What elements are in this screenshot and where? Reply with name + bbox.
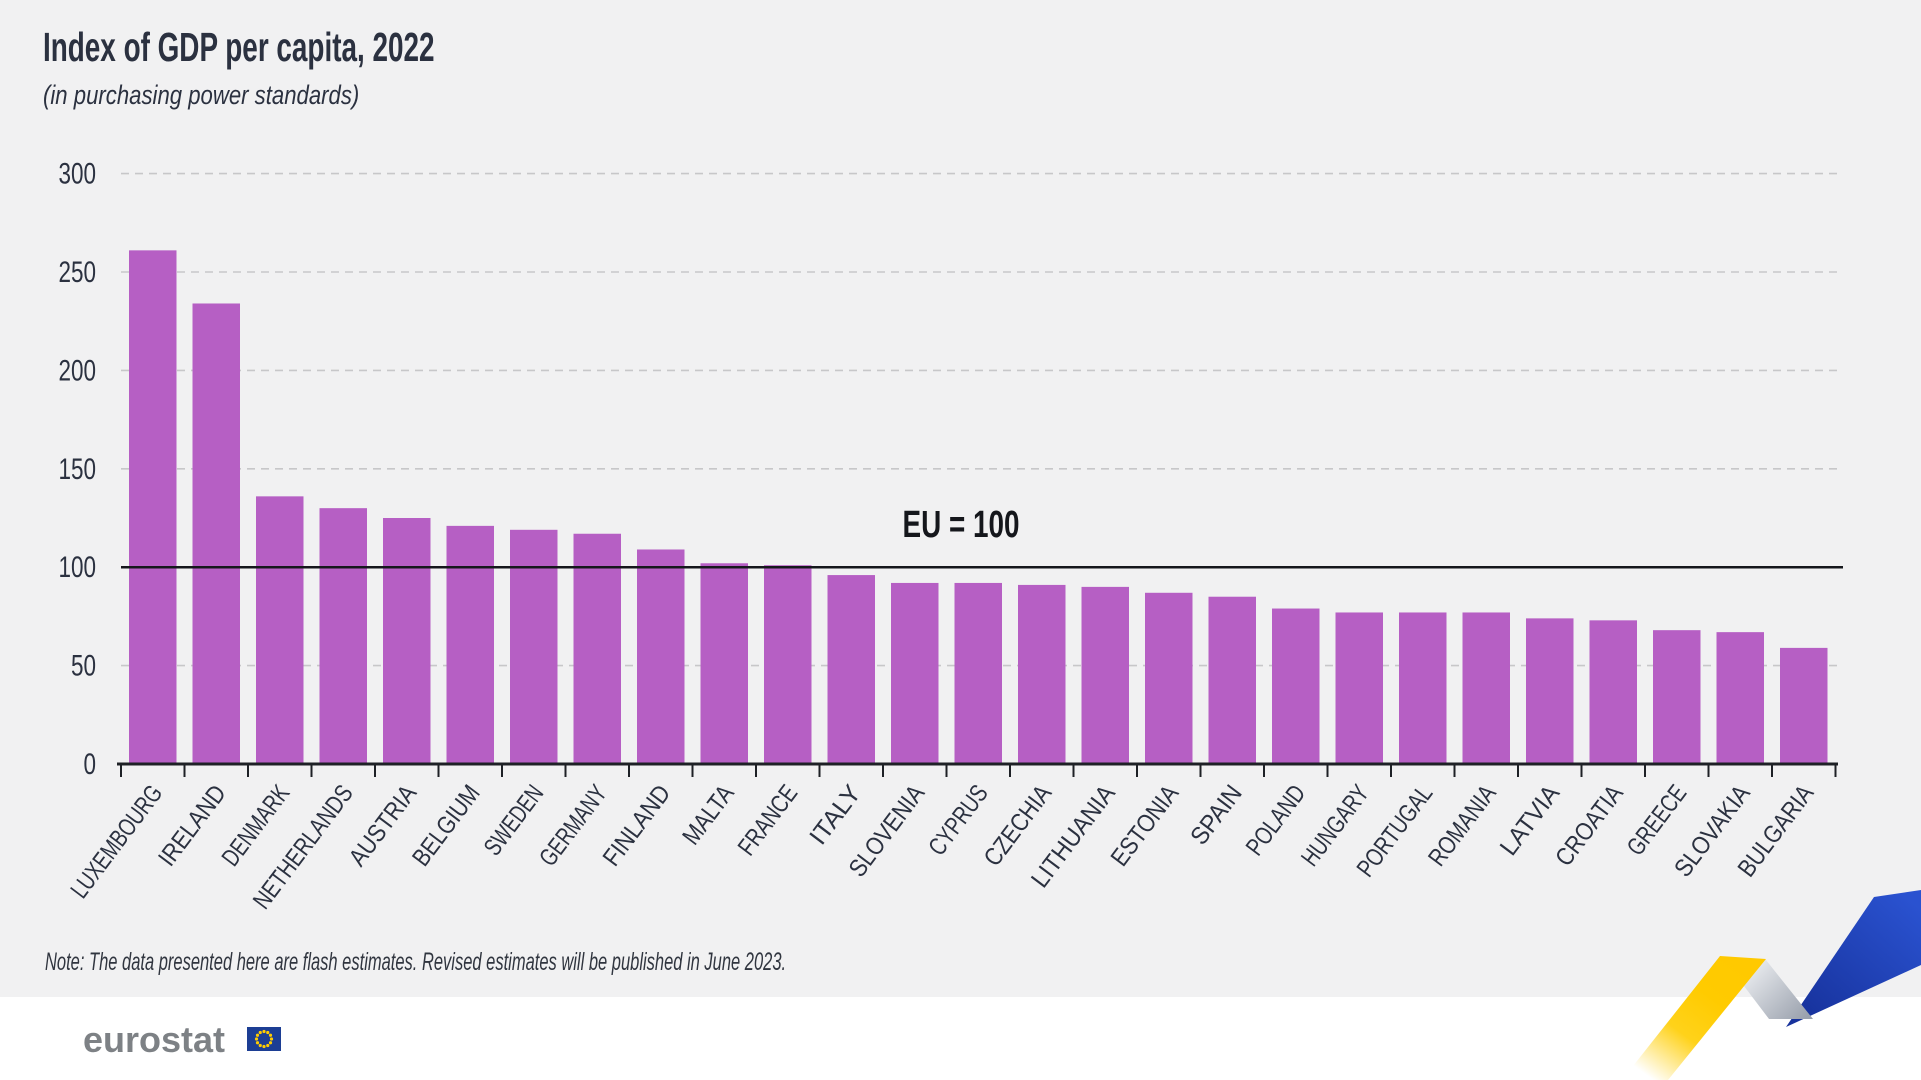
- bar-germany: [573, 533, 621, 764]
- country-label-romania: ROMANIA: [1423, 780, 1502, 872]
- bar-austria: [383, 518, 431, 764]
- bar-estonia: [1145, 592, 1193, 764]
- flag-star: [255, 1041, 260, 1045]
- country-labels: LUXEMBOURGIRELANDDENMARKNETHERLANDSAUSTR…: [65, 780, 1819, 915]
- footnote: Note: The data presented here are flash …: [45, 948, 787, 976]
- bar-romania: [1462, 612, 1510, 764]
- bar-belgium: [446, 525, 494, 764]
- page-subtitle: (in purchasing power standards): [43, 80, 360, 110]
- bar-greece: [1653, 630, 1701, 764]
- flag-star: [262, 1029, 266, 1034]
- bar-bulgaria: [1780, 647, 1828, 764]
- bar-ireland: [192, 303, 240, 764]
- eu-flag-icon: [247, 1027, 281, 1051]
- bars: [129, 250, 1828, 765]
- ribbon-decoration: [1622, 890, 1921, 1080]
- y-tick-label-50: 50: [71, 650, 96, 683]
- country-label-belgium: BELGIUM: [407, 780, 486, 872]
- flag-star: [254, 1037, 259, 1041]
- bar-slovenia: [891, 582, 939, 764]
- flag-star: [266, 1043, 270, 1048]
- country-label-malta: MALTA: [677, 780, 740, 851]
- country-label-france: FRANCE: [733, 780, 804, 861]
- bar-lithuania: [1081, 586, 1129, 764]
- bar-cyprus: [954, 582, 1002, 764]
- bar-poland: [1272, 608, 1320, 764]
- country-label-estonia: ESTONIA: [1105, 780, 1184, 872]
- eu-reference-label: EU = 100: [903, 504, 1020, 546]
- bar-czechia: [1018, 584, 1066, 764]
- country-label-spain: SPAIN: [1185, 780, 1248, 850]
- bar-croatia: [1589, 620, 1637, 764]
- bar-malta: [700, 563, 748, 764]
- bar-latvia: [1526, 618, 1574, 764]
- y-tick-labels: 0 50 100 150 200 250 300: [59, 158, 97, 781]
- bar-slovakia: [1716, 632, 1764, 764]
- bar-denmark: [256, 496, 304, 764]
- bar-portugal: [1399, 612, 1447, 764]
- country-label-croatia: CROATIA: [1550, 780, 1629, 872]
- page-title: Index of GDP per capita, 2022: [43, 24, 435, 70]
- y-tick-label-200: 200: [59, 354, 97, 387]
- x-axis: [117, 762, 1838, 777]
- bar-finland: [637, 549, 685, 764]
- flag-star: [258, 1030, 262, 1035]
- bar-netherlands: [319, 508, 367, 764]
- ribbon-blue-band: [1786, 890, 1921, 1027]
- flag-star: [268, 1033, 273, 1037]
- flag-star: [268, 1041, 273, 1045]
- bar-luxembourg: [129, 250, 177, 765]
- country-label-luxembourg: LUXEMBOURG: [65, 780, 168, 904]
- y-tick-label-250: 250: [59, 256, 97, 289]
- bar-hungary: [1335, 612, 1383, 764]
- country-label-italy: ITALY: [804, 780, 867, 851]
- country-label-finland: FINLAND: [597, 780, 676, 872]
- y-tick-label-0: 0: [84, 748, 97, 781]
- bar-sweden: [510, 529, 558, 764]
- flag-star: [266, 1030, 270, 1035]
- eu-flag-stars: [254, 1029, 274, 1049]
- flag-star: [255, 1033, 260, 1037]
- flag-star: [262, 1044, 266, 1049]
- y-tick-label-300: 300: [59, 158, 97, 191]
- flag-star: [258, 1043, 262, 1048]
- bar-spain: [1208, 596, 1256, 764]
- y-tick-label-150: 150: [59, 453, 97, 486]
- bar-france: [764, 565, 812, 764]
- bar-italy: [827, 575, 875, 764]
- y-tick-label-100: 100: [59, 551, 97, 584]
- footer-strip: [0, 997, 1921, 1080]
- eurostat-wordmark: eurostat: [83, 1019, 226, 1060]
- ribbon-yellow-band: [1622, 956, 1766, 1080]
- flag-star: [269, 1037, 274, 1041]
